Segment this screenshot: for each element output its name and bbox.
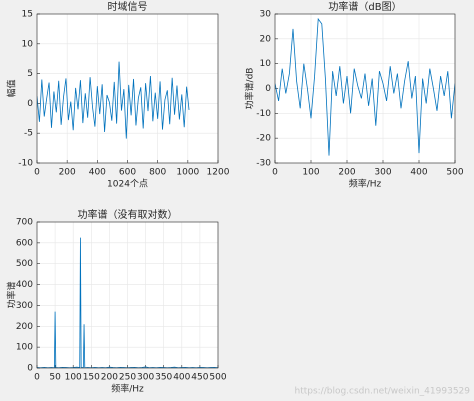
- chart-title: 功率谱（没有取对数）: [78, 208, 178, 221]
- x-tick-label: 0: [272, 168, 278, 178]
- y-tick-label: 400: [16, 280, 33, 290]
- chart-title: 时域信号: [108, 0, 148, 13]
- y-tick-label: 600: [16, 238, 33, 248]
- x-tick-label: 600: [119, 168, 136, 178]
- y-axis-label: 功率谱: [6, 281, 18, 308]
- y-tick-label: 10: [22, 39, 34, 49]
- x-tick-label: 0: [34, 373, 40, 383]
- x-tick-label: 400: [173, 373, 190, 383]
- y-tick-label: 500: [16, 259, 33, 269]
- plot-area: [275, 17, 455, 156]
- y-tick-label: 100: [16, 343, 33, 353]
- x-tick-label: 100: [302, 168, 319, 178]
- y-axis-label: 功率谱/dB: [244, 68, 256, 110]
- y-tick-label: -5: [24, 129, 33, 139]
- y-tick-label: 15: [22, 10, 33, 20]
- x-tick-label: 200: [338, 168, 355, 178]
- y-tick-label: 0: [27, 364, 33, 374]
- plot-area: [37, 61, 190, 139]
- y-tick-label: -30: [256, 159, 271, 169]
- signal-line: [37, 61, 190, 139]
- subplot: 0 50 100 150 200 250 300 350 400 450 5000100200300…: [6, 208, 227, 395]
- x-tick-label: 200: [101, 373, 118, 383]
- subplot: 0 100 200 300 400 500 -30 -20 -10 0 10 20 30 功率谱（dB图）…: [244, 0, 464, 190]
- y-tick-label: 200: [16, 322, 33, 332]
- x-tick-label: 500: [209, 373, 226, 383]
- y-tick-label: 10: [260, 59, 272, 69]
- y-tick-label: 5: [27, 69, 33, 79]
- y-tick-label: 0: [265, 84, 271, 94]
- axes-box: [36, 13, 219, 164]
- x-tick-label: 800: [149, 168, 166, 178]
- watermark: https://blog.csdn.net/weixin_41993529: [294, 387, 470, 397]
- y-tick-label: -10: [256, 109, 271, 119]
- y-tick-label: 0: [27, 99, 33, 109]
- y-tick-label: -10: [18, 159, 33, 169]
- signal-line: [275, 17, 455, 156]
- x-tick-label: 200: [59, 168, 76, 178]
- x-tick-label: 300: [137, 373, 154, 383]
- x-tick-label: 500: [446, 168, 463, 178]
- x-tick-label: 1200: [207, 168, 230, 178]
- x-tick-label: 50: [49, 373, 61, 383]
- x-axis-label: 1024个点: [107, 179, 148, 190]
- axes-box: [274, 13, 456, 164]
- y-axis-label: 幅值: [6, 79, 18, 97]
- y-tick-label: 700: [16, 218, 33, 228]
- x-tick-label: 450: [191, 373, 208, 383]
- x-tick-label: 350: [155, 373, 172, 383]
- x-tick-label: 400: [410, 168, 427, 178]
- chart-title: 功率谱（dB图）: [328, 0, 401, 13]
- y-tick-label: 300: [16, 301, 33, 311]
- x-tick-label: 150: [83, 373, 100, 383]
- x-tick-label: 400: [89, 168, 106, 178]
- axes-box: [36, 221, 219, 369]
- x-tick-label: 250: [119, 373, 136, 383]
- y-tick-label: -20: [256, 134, 271, 144]
- x-tick-label: 100: [65, 373, 82, 383]
- x-axis-label: 频率/Hz: [349, 178, 382, 190]
- x-tick-label: 1000: [176, 168, 199, 178]
- y-tick-label: 20: [260, 34, 272, 44]
- subplot: 0 200 400 600 800 1000 1200 -10 -5 0 5 10 15 时域信号 1024…: [6, 0, 230, 190]
- y-tick-label: 30: [260, 10, 272, 20]
- x-axis-label: 频率/Hz: [111, 383, 144, 395]
- x-tick-label: 300: [374, 168, 391, 178]
- x-tick-label: 0: [34, 168, 40, 178]
